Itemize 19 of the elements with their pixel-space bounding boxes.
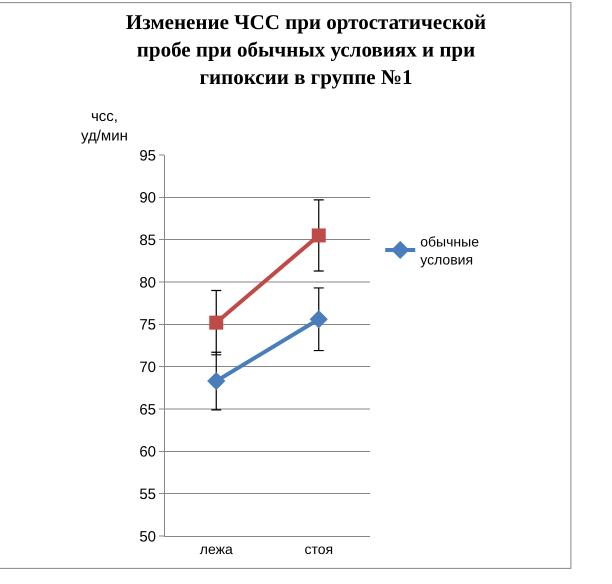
y-tick-label: 60 <box>139 444 156 461</box>
y-tick-label: 85 <box>139 232 156 249</box>
y-tick-label: 75 <box>139 316 156 334</box>
y-tick-label: 80 <box>139 274 156 292</box>
legend-label: обычные условия <box>420 233 480 268</box>
point <box>312 228 326 242</box>
y-tick-label: 65 <box>139 401 156 418</box>
y-tick-label: 50 <box>139 528 156 546</box>
y-tick-label: 90 <box>139 190 156 207</box>
y-tick-label: 70 <box>139 358 156 376</box>
y-tick-label: 95 <box>139 147 156 164</box>
point <box>209 316 224 330</box>
chart-title: Изменение ЧСС при ортостатической пробе при обычных условиях и при гипоксии в группе №1 <box>126 10 486 89</box>
x-tick-label: лежа <box>200 540 233 557</box>
y-tick-label: 55 <box>139 486 156 503</box>
x-tick-label: стоя <box>304 540 334 557</box>
point <box>207 372 226 390</box>
point <box>310 310 328 328</box>
y-axis-title: чсс, уд/мин <box>81 108 128 144</box>
